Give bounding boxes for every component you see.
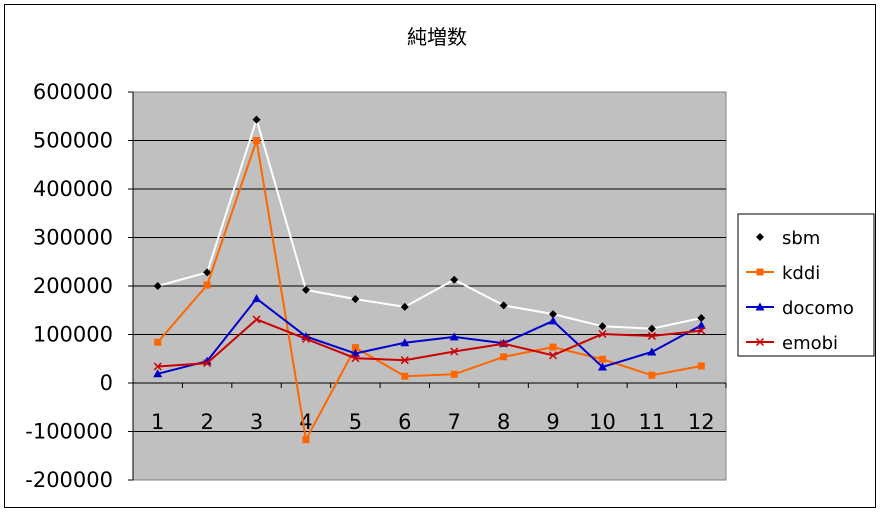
x-tick-label: 5 bbox=[349, 410, 362, 434]
y-tick-label: 0 bbox=[100, 371, 113, 395]
data-point-docomo bbox=[548, 316, 558, 325]
data-point-emobi bbox=[647, 331, 656, 340]
data-point-sbm bbox=[598, 322, 607, 331]
data-point-sbm bbox=[203, 268, 212, 277]
data-point-emobi bbox=[153, 362, 162, 371]
data-point-emobi bbox=[697, 326, 706, 335]
x-tick-label: 10 bbox=[589, 410, 616, 434]
x-tick-label: 7 bbox=[448, 410, 461, 434]
data-point-kddi bbox=[203, 281, 211, 289]
data-point-sbm bbox=[301, 285, 310, 294]
data-point-emobi bbox=[450, 347, 459, 356]
y-tick-label: -100000 bbox=[25, 420, 113, 444]
legend-marker bbox=[755, 302, 765, 311]
data-point-sbm bbox=[252, 115, 261, 124]
data-point-docomo bbox=[696, 320, 706, 329]
data-point-sbm bbox=[450, 275, 459, 284]
data-point-sbm bbox=[400, 302, 409, 311]
data-point-docomo bbox=[153, 369, 163, 378]
data-point-emobi bbox=[203, 359, 212, 368]
data-point-sbm bbox=[153, 282, 162, 290]
data-point-kddi bbox=[351, 344, 359, 352]
x-tick-label: 6 bbox=[398, 410, 411, 434]
data-point-docomo bbox=[597, 362, 607, 371]
y-tick-label: 200000 bbox=[33, 274, 113, 298]
legend-item-sbm: sbm bbox=[756, 228, 820, 249]
series-line-docomo bbox=[157, 297, 702, 375]
series-line-kddi bbox=[156, 140, 702, 443]
data-point-kddi bbox=[450, 370, 458, 378]
data-point-emobi bbox=[301, 334, 310, 343]
x-tick-labels: 1 2 3 4 5 6 7 8 9 10 11 12 bbox=[151, 410, 715, 434]
y-tick-label: 100000 bbox=[33, 323, 113, 347]
y-tick-label: 500000 bbox=[33, 129, 113, 153]
data-point-sbm bbox=[697, 314, 706, 323]
y-tick-label: 300000 bbox=[33, 226, 113, 250]
x-tick-label: 12 bbox=[688, 410, 715, 434]
axes bbox=[128, 91, 727, 481]
legend-marker bbox=[755, 337, 765, 347]
data-point-sbm bbox=[647, 324, 656, 333]
x-tick-label: 3 bbox=[250, 410, 263, 434]
data-point-sbm bbox=[549, 310, 558, 319]
series-line-sbm bbox=[157, 116, 702, 330]
legend-label: emobi bbox=[782, 333, 838, 354]
legend: sbm kddi docomo emobi bbox=[737, 213, 875, 357]
data-point-sbm bbox=[499, 301, 508, 310]
legend-label: sbm bbox=[782, 228, 820, 249]
data-point-kddi bbox=[302, 436, 310, 444]
legend-label: kddi bbox=[782, 263, 820, 284]
y-tick-labels: 600000 500000 400000 300000 200000 100000 0 -10… bbox=[25, 80, 113, 492]
data-point-sbm bbox=[351, 295, 360, 304]
series-sbm bbox=[153, 115, 706, 333]
data-point-kddi bbox=[697, 362, 705, 370]
legend-item-kddi: kddi bbox=[746, 263, 820, 284]
data-point-docomo bbox=[449, 332, 459, 341]
data-point-emobi bbox=[400, 356, 409, 365]
legend-marker bbox=[756, 268, 764, 276]
data-point-emobi bbox=[598, 329, 607, 339]
data-point-docomo bbox=[400, 338, 410, 347]
y-tick-label: -200000 bbox=[25, 468, 113, 492]
data-point-emobi bbox=[252, 315, 261, 324]
data-point-docomo bbox=[647, 347, 657, 356]
data-point-emobi bbox=[499, 339, 508, 348]
data-point-kddi bbox=[154, 338, 162, 346]
legend-label: docomo bbox=[782, 298, 854, 319]
series-line-emobi bbox=[157, 318, 702, 368]
data-point-docomo bbox=[350, 348, 360, 357]
data-point-kddi bbox=[549, 343, 557, 351]
data-point-emobi bbox=[351, 354, 360, 363]
legend-item-emobi: emobi bbox=[746, 333, 838, 354]
x-tick-label: 11 bbox=[639, 410, 666, 434]
series-kddi bbox=[154, 137, 705, 444]
x-tick-label: 2 bbox=[200, 410, 213, 434]
legend-marker bbox=[756, 233, 764, 241]
x-tick-label: 1 bbox=[151, 410, 164, 434]
chart-title: 純増数 bbox=[407, 25, 467, 49]
data-point-kddi bbox=[648, 371, 656, 379]
y-tick-label: 600000 bbox=[33, 80, 113, 104]
data-point-kddi bbox=[598, 355, 606, 363]
legend-item-docomo: docomo bbox=[746, 298, 854, 319]
data-point-emobi bbox=[549, 351, 558, 360]
x-tick-label: 8 bbox=[497, 410, 510, 434]
series-docomo bbox=[153, 294, 706, 378]
y-tick-label: 400000 bbox=[33, 177, 113, 201]
data-point-docomo bbox=[252, 294, 262, 303]
series-layer bbox=[153, 115, 706, 444]
data-point-kddi bbox=[401, 372, 409, 380]
x-tick-label: 9 bbox=[546, 410, 559, 434]
data-point-kddi bbox=[500, 353, 508, 361]
data-point-kddi bbox=[253, 137, 261, 144]
series-emobi bbox=[153, 315, 706, 371]
